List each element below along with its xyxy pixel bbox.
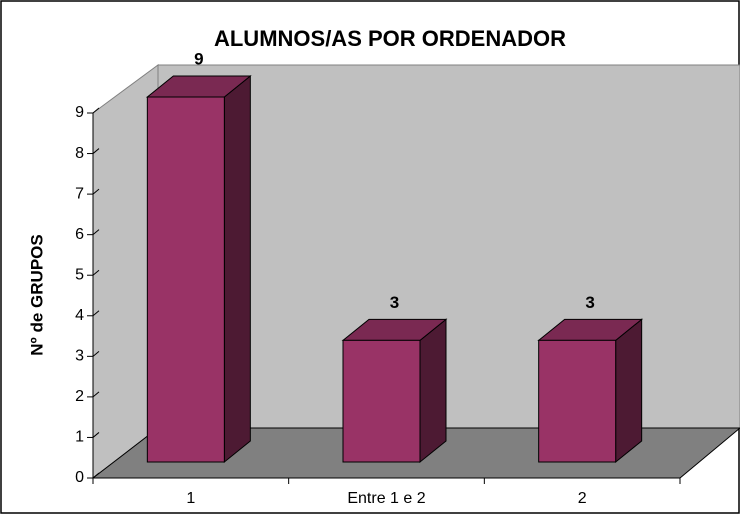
x-tick-label: 2 xyxy=(578,490,587,507)
value-label: 3 xyxy=(390,293,399,312)
wall-tick xyxy=(92,229,100,236)
y-tick-label: 7 xyxy=(75,185,84,202)
bar xyxy=(538,339,617,463)
y-tick-label: 6 xyxy=(75,226,84,243)
wall-tick xyxy=(92,472,100,479)
y-tick-label: 5 xyxy=(75,266,84,283)
bar xyxy=(342,339,421,463)
wall-tick xyxy=(92,391,100,398)
wall-tick xyxy=(92,188,100,195)
wall-tick xyxy=(92,350,100,357)
y-tick-label: 2 xyxy=(75,388,84,405)
y-tick-label: 1 xyxy=(75,429,84,446)
chart-title: ALUMNOS/AS POR ORDENADOR xyxy=(214,26,566,51)
value-label: 3 xyxy=(585,293,594,312)
y-axis-label: Nº de GRUPOS xyxy=(27,234,46,355)
wall-tick xyxy=(92,269,100,276)
y-tick-label: 4 xyxy=(75,307,84,324)
value-label: 9 xyxy=(194,49,203,68)
bar-side xyxy=(419,318,447,464)
x-tick-label: Entre 1 e 2 xyxy=(347,490,425,507)
y-tick-label: 0 xyxy=(75,469,84,486)
x-tick-label: 1 xyxy=(186,490,195,507)
bar-side xyxy=(615,318,643,464)
y-tick-label: 9 xyxy=(75,104,84,121)
y-tick-label: 3 xyxy=(75,348,84,365)
wall-tick xyxy=(92,107,100,114)
bar xyxy=(146,96,225,463)
wall-tick xyxy=(92,148,100,154)
bar-side xyxy=(223,74,251,464)
wall-tick xyxy=(92,310,100,317)
wall-tick xyxy=(92,432,100,438)
y-tick-label: 8 xyxy=(75,145,84,162)
